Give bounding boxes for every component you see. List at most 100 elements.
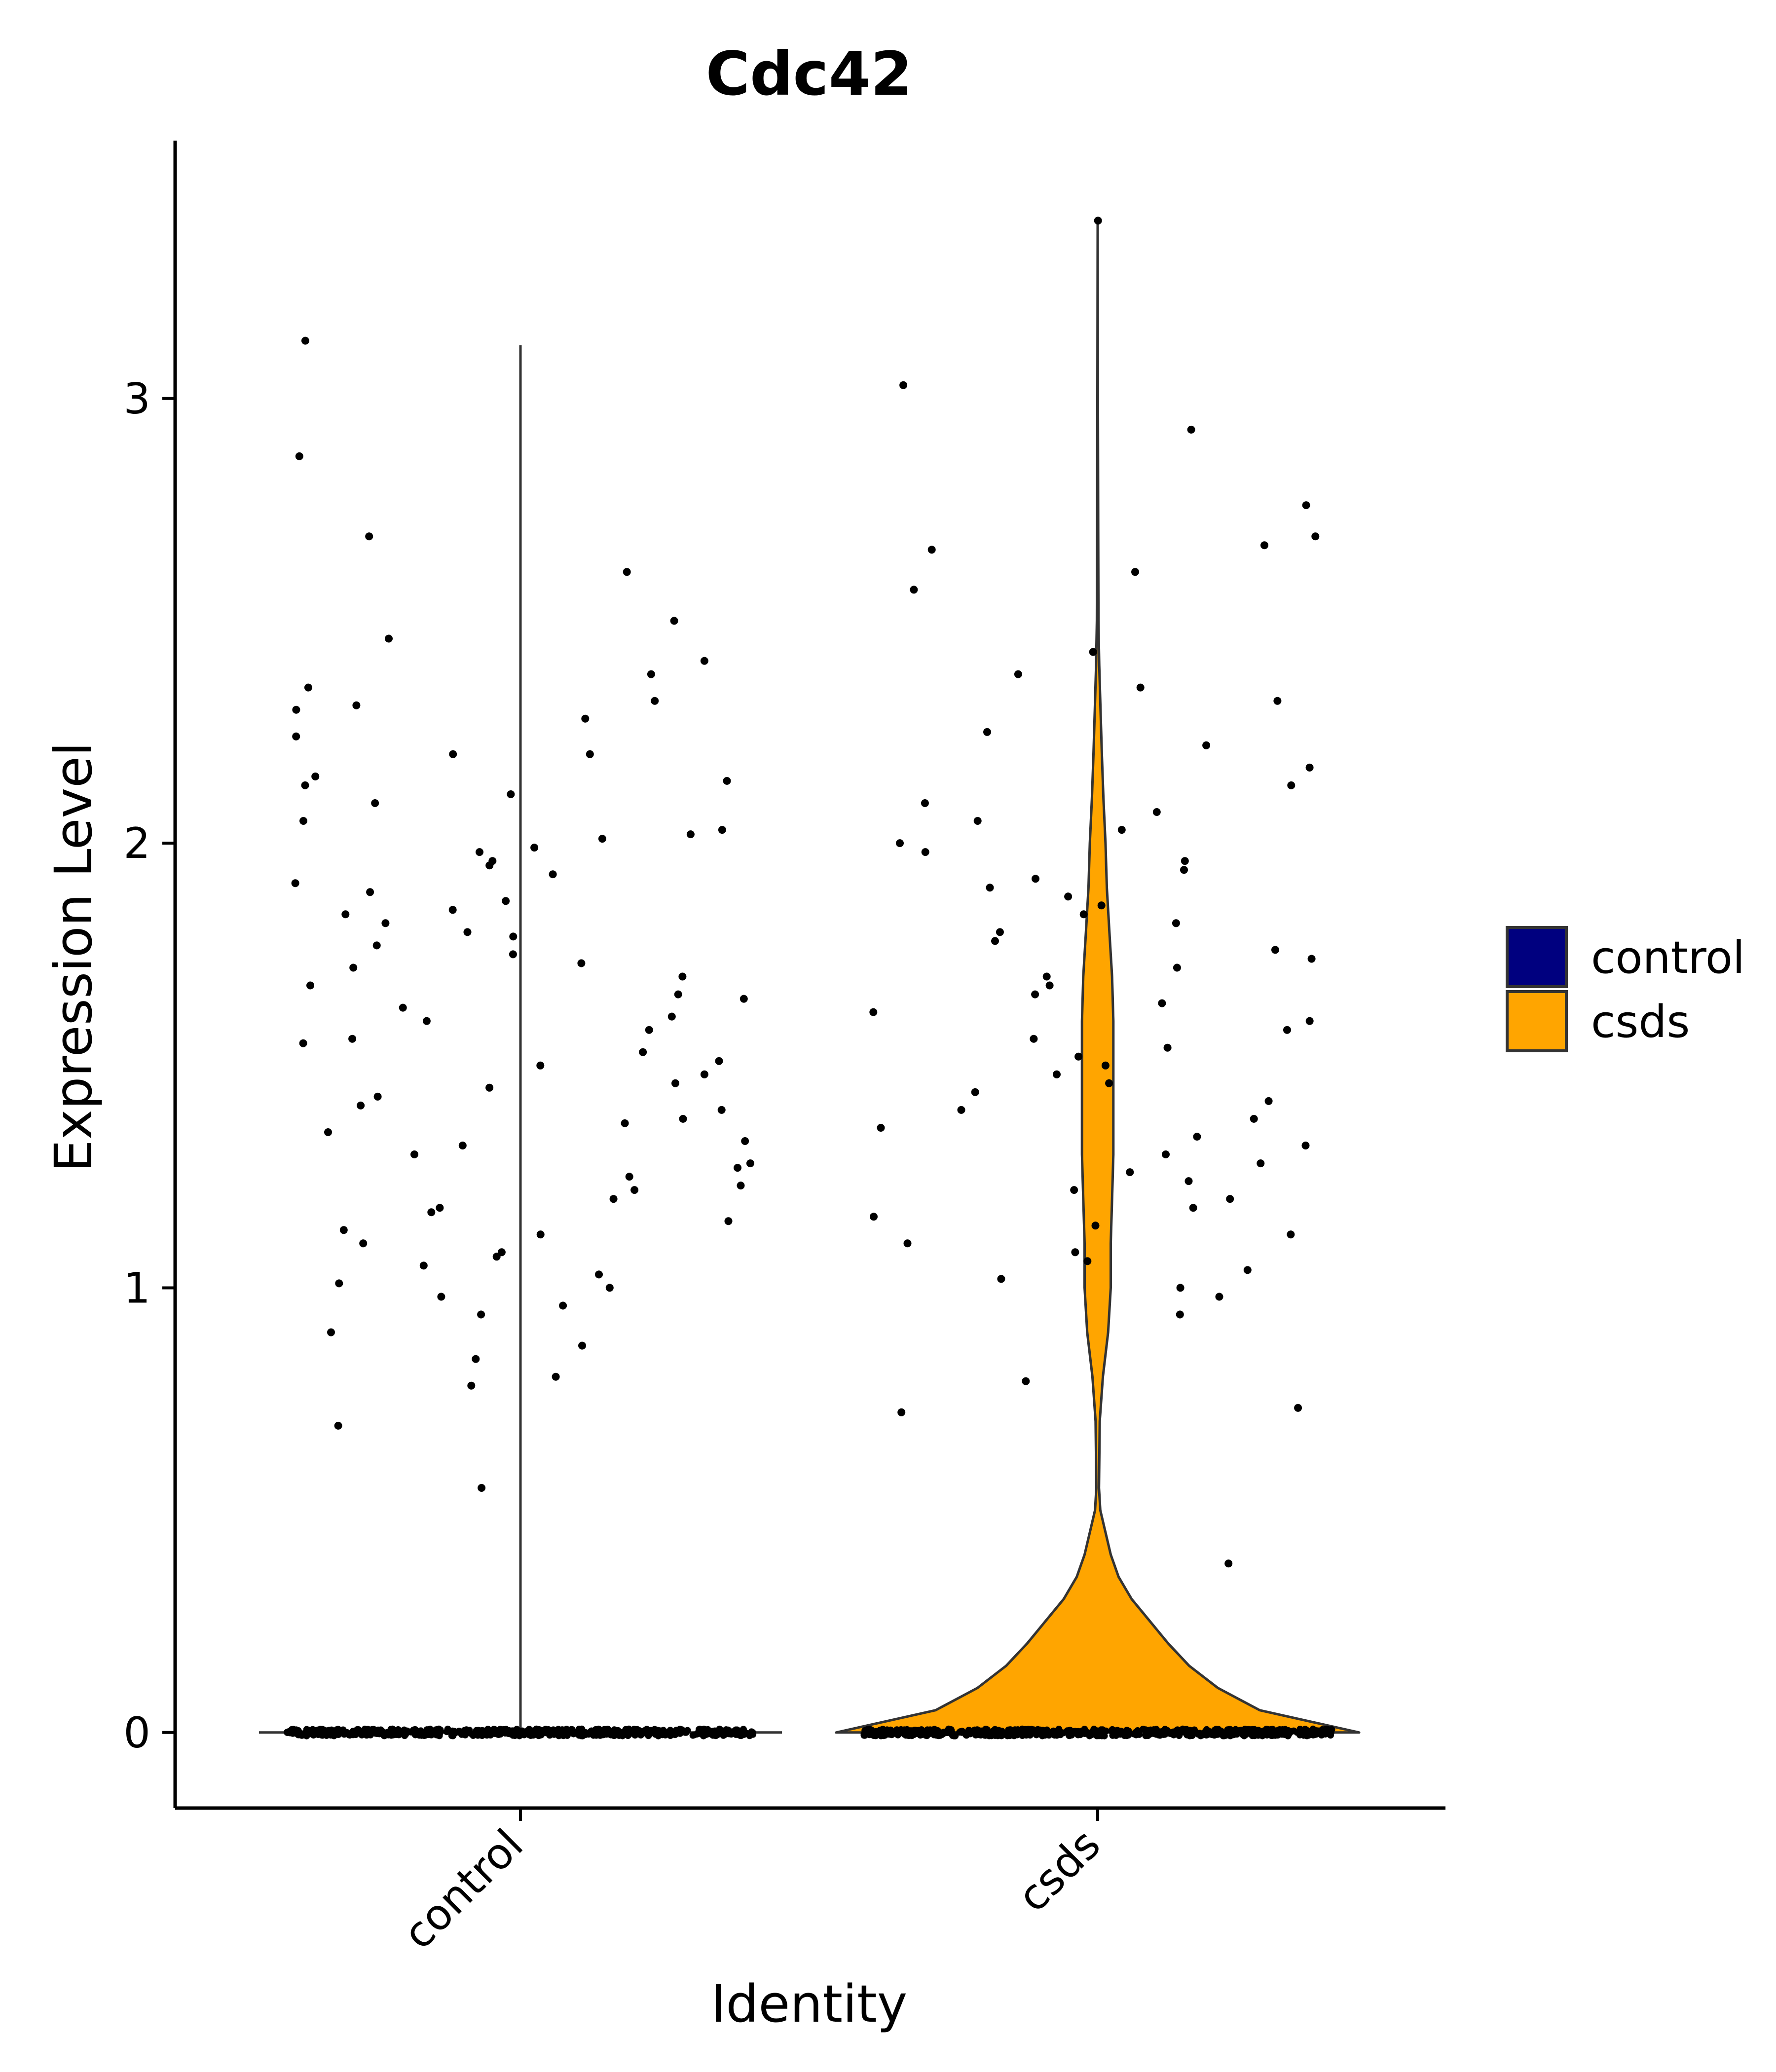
point-control-zero: [512, 1727, 519, 1734]
point-csds-zero: [1327, 1726, 1333, 1734]
point-control: [700, 657, 708, 665]
point-csds: [1031, 990, 1039, 999]
point-control: [509, 932, 518, 941]
point-csds: [877, 1124, 885, 1132]
point-control: [304, 683, 312, 692]
point-csds-zero: [1296, 1731, 1303, 1739]
point-control: [291, 879, 299, 888]
point-csds: [1079, 910, 1088, 919]
point-csds-zero: [1149, 1728, 1156, 1736]
point-control: [598, 835, 606, 843]
point-control: [577, 959, 586, 967]
point-csds-zero: [1043, 1731, 1050, 1739]
point-control: [651, 697, 659, 705]
y-tick-label: 0: [123, 1708, 150, 1758]
y-axis-title: Expression Level: [43, 742, 104, 1172]
point-csds: [1176, 1284, 1184, 1292]
point-control: [674, 990, 682, 999]
point-csds: [1307, 955, 1316, 963]
point-csds: [1202, 741, 1211, 749]
point-control: [734, 1164, 741, 1172]
point-csds: [1193, 1133, 1201, 1141]
point-control: [357, 1101, 365, 1110]
point-control: [349, 963, 358, 972]
point-control: [399, 1003, 407, 1012]
point-csds-zero: [983, 1726, 991, 1733]
point-csds-zero: [937, 1732, 944, 1739]
point-csds: [1053, 1070, 1061, 1078]
point-control: [723, 777, 731, 785]
point-csds: [1273, 697, 1282, 705]
point-control: [372, 941, 381, 950]
point-csds-zero: [1176, 1732, 1183, 1739]
point-control: [586, 750, 594, 758]
point-control: [645, 1026, 653, 1034]
point-control: [536, 1061, 545, 1070]
point-csds: [1187, 425, 1195, 434]
point-csds-zero: [1269, 1732, 1276, 1739]
point-control: [746, 1159, 754, 1168]
point-csds-zero: [1018, 1730, 1026, 1737]
point-control: [436, 1204, 444, 1212]
point-csds: [1162, 1150, 1170, 1158]
point-csds: [1097, 901, 1106, 910]
point-csds: [1302, 501, 1310, 510]
point-control: [530, 844, 539, 852]
point-csds-zero: [956, 1729, 963, 1736]
point-csds: [1071, 1248, 1079, 1257]
point-control: [507, 790, 515, 798]
point-control-zero: [426, 1731, 434, 1738]
y-tick-label: 2: [123, 819, 150, 868]
point-csds: [910, 586, 918, 594]
point-control-zero: [380, 1732, 388, 1739]
point-csds: [899, 381, 908, 389]
point-csds-zero: [1213, 1731, 1220, 1738]
point-control: [700, 1070, 708, 1078]
point-control: [549, 870, 557, 879]
point-control: [485, 1083, 494, 1092]
point-control-zero: [355, 1729, 363, 1737]
point-csds: [897, 1408, 906, 1416]
x-tick-label: csds: [1008, 1820, 1110, 1922]
point-control-zero: [603, 1726, 610, 1734]
point-control: [477, 1310, 485, 1319]
point-csds: [869, 1008, 878, 1016]
point-control-zero: [658, 1728, 665, 1735]
point-csds: [1117, 826, 1126, 834]
point-control-zero: [522, 1730, 529, 1738]
point-control: [536, 1230, 545, 1239]
point-control: [327, 1328, 335, 1336]
point-control: [472, 1355, 480, 1363]
point-csds: [1173, 963, 1181, 972]
point-control: [670, 617, 678, 625]
point-control: [437, 1293, 445, 1301]
point-control: [667, 1012, 676, 1021]
point-csds-zero: [1133, 1731, 1140, 1739]
point-csds-zero: [989, 1728, 996, 1735]
point-csds-zero: [1005, 1726, 1012, 1734]
point-control-zero: [689, 1732, 697, 1739]
point-control-zero: [666, 1732, 674, 1739]
point-control-zero: [708, 1731, 715, 1738]
point-control-zero: [735, 1727, 742, 1734]
point-csds: [927, 546, 936, 554]
point-control-zero: [370, 1729, 378, 1737]
point-control: [686, 830, 695, 839]
point-control-zero: [597, 1727, 604, 1735]
point-csds: [1094, 217, 1102, 225]
point-csds: [921, 848, 929, 856]
point-control: [678, 972, 687, 981]
point-control: [621, 1119, 629, 1127]
point-csds: [1152, 808, 1161, 816]
point-csds: [986, 884, 994, 892]
point-control-zero: [749, 1731, 757, 1738]
point-csds: [1305, 1017, 1314, 1025]
point-csds-zero: [1318, 1732, 1325, 1739]
point-control: [671, 1079, 679, 1087]
point-control: [348, 1035, 357, 1043]
point-csds: [1131, 568, 1139, 576]
point-csds: [1136, 683, 1145, 692]
point-control: [422, 1017, 431, 1025]
point-control: [352, 701, 361, 709]
point-control: [292, 732, 300, 740]
